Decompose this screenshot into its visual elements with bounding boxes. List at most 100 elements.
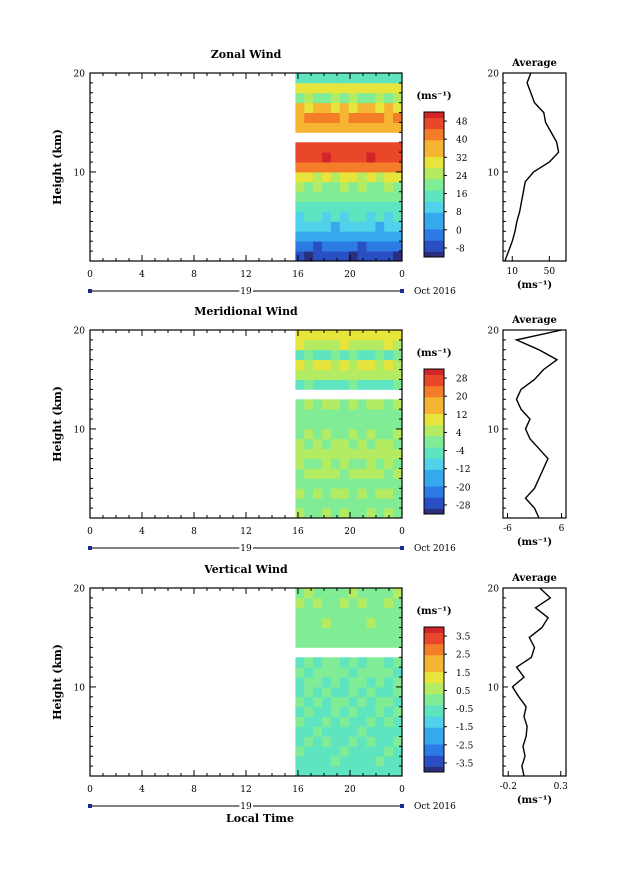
heatmap-cell: [348, 696, 358, 708]
heatmap-cell: [366, 746, 376, 757]
heatmap-cell: [330, 221, 341, 232]
heatmap-cell: [348, 162, 358, 173]
heatmap-cell: [384, 330, 394, 341]
heatmap-cell: [348, 597, 358, 609]
heatmap-cell: [393, 448, 403, 459]
heatmap-cell: [304, 359, 314, 370]
heatmap-cell: [393, 201, 403, 212]
heatmap-cell: [295, 716, 305, 727]
heatmap-cell: [375, 756, 385, 767]
heatmap-cell: [313, 231, 323, 242]
average-x-tick-label: 10: [507, 267, 519, 277]
heatmap-cell: [357, 637, 367, 648]
heatmap-cell: [348, 428, 358, 440]
heatmap-cell: [339, 171, 350, 183]
colorbar-segment: [424, 716, 444, 723]
colorbar-segment: [424, 480, 444, 487]
heatmap-cell: [304, 92, 314, 104]
colorbar-segment: [424, 212, 444, 219]
colorbar-segment: [424, 112, 444, 118]
heatmap-cell: [322, 458, 332, 469]
heatmap-cell: [322, 607, 332, 619]
heatmap-cell: [295, 468, 305, 479]
heatmap-cell: [339, 686, 350, 698]
heatmap-cell: [339, 162, 350, 173]
colorbar-segment: [424, 744, 444, 751]
heatmap-cell: [313, 339, 323, 351]
heatmap-cell: [366, 241, 376, 252]
heatmap-cell: [322, 766, 332, 777]
heatmap-cell: [339, 617, 350, 628]
heatmap-cell: [357, 686, 367, 698]
heatmap-cell: [304, 637, 314, 648]
heatmap-cell: [295, 508, 305, 519]
y-tick-label: 20: [74, 585, 86, 595]
colorbar-segment: [424, 721, 444, 728]
heatmap-cell: [295, 736, 305, 747]
heatmap-cell: [304, 726, 314, 737]
heatmap-cell: [322, 112, 332, 123]
heatmap-cell: [384, 428, 394, 440]
heatmap-cell: [322, 359, 332, 370]
heatmap-cell: [313, 498, 323, 509]
heatmap-cell: [393, 359, 403, 370]
common-xlabel: Local Time: [226, 812, 294, 825]
heatmap-cell: [322, 171, 332, 183]
colorbar-frame: [423, 368, 445, 515]
heatmap-cell: [313, 746, 323, 757]
heatmap-cell: [304, 488, 314, 499]
colorbar-tick-label: -12: [456, 465, 471, 475]
heatmap-cell: [330, 637, 341, 648]
heatmap-cell: [339, 142, 350, 153]
heatmap-cell: [375, 211, 385, 222]
heatmap-cell: [384, 508, 394, 519]
colorbar-segment: [424, 195, 444, 202]
heatmap-cell: [384, 82, 394, 94]
y-tick-label: 10: [74, 168, 86, 178]
heatmap-cell: [295, 597, 305, 609]
heatmap-cell: [348, 82, 358, 94]
heatmap-cell: [384, 162, 394, 173]
heatmap-cell: [348, 667, 358, 678]
heatmap-cell: [295, 438, 305, 450]
heatmap-cell: [339, 657, 350, 668]
heatmap-cell: [357, 122, 367, 133]
colorbar-segment: [424, 396, 444, 403]
heatmap-cell: [384, 677, 394, 688]
heatmap-cell: [357, 181, 367, 193]
heatmap-cell: [313, 399, 323, 410]
panel-title: Vertical Wind: [203, 563, 288, 576]
heatmap-cell: [348, 726, 358, 737]
average-profile-line: [504, 72, 560, 262]
heatmap-cell: [384, 756, 394, 767]
heatmap-cell: [304, 330, 314, 341]
x-tick-label: 0: [87, 527, 93, 537]
colorbar-segment: [424, 632, 444, 639]
heatmap-cell: [295, 637, 305, 648]
heatmap-cell: [393, 349, 403, 361]
heatmap-cell: [304, 241, 314, 252]
heatmap-cell: [348, 152, 358, 163]
heatmap-cell: [295, 706, 305, 717]
heatmap-cell: [366, 191, 376, 202]
heatmap-cell: [393, 241, 403, 252]
heatmap-cell: [366, 369, 376, 380]
heatmap-cell: [348, 419, 358, 430]
heatmap-cell: [375, 686, 385, 698]
heatmap-cell: [313, 488, 323, 499]
colorbar-segment: [424, 508, 444, 515]
colorbar-segment: [424, 677, 444, 684]
heatmap-cell: [330, 508, 341, 519]
heatmap-cell: [393, 419, 403, 430]
heatmap-cell: [313, 171, 323, 183]
colorbar-segment: [424, 654, 444, 661]
heatmap-cell: [393, 498, 403, 509]
heatmap-cell: [357, 696, 367, 708]
heatmap-cell: [313, 508, 323, 519]
heatmap-cell: [304, 508, 314, 519]
heatmap-cell: [295, 448, 305, 459]
heatmap-cell: [393, 221, 403, 232]
heatmap-cell: [357, 359, 367, 370]
heatmap-cell: [366, 756, 376, 767]
y-axis-label: Height (km): [51, 386, 64, 462]
